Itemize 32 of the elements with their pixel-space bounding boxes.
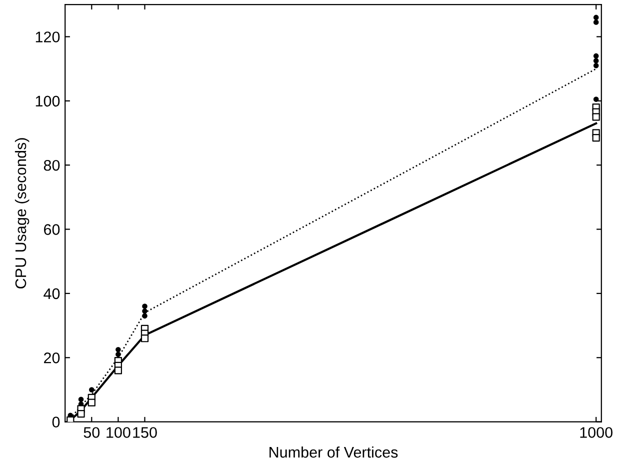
point: [88, 387, 94, 392]
y-tick-label: 80: [44, 160, 60, 171]
x-tick-label: 1000: [580, 427, 612, 438]
point: [593, 53, 599, 59]
point: [593, 62, 599, 68]
y-tick-label: 120: [36, 32, 60, 42]
point: [116, 352, 121, 358]
point: [593, 96, 599, 102]
point: [114, 366, 122, 374]
x-tick-label: 100: [106, 427, 130, 438]
point: [593, 58, 599, 64]
x-tick-label: 150: [133, 427, 157, 438]
point: [142, 304, 148, 309]
y-tick-label: 20: [44, 352, 60, 364]
point: [88, 398, 96, 406]
point: [142, 313, 148, 319]
y-tick-label: 0: [52, 416, 60, 428]
point: [142, 308, 148, 314]
point: [140, 334, 149, 342]
y-tick-label: 60: [44, 224, 60, 235]
y-tick-label: 100: [36, 96, 60, 107]
point: [592, 113, 600, 121]
point: [593, 20, 599, 25]
y-axis-title: CPU Usage (seconds): [14, 138, 30, 288]
x-tick-label: 50: [84, 427, 100, 438]
point: [116, 346, 121, 352]
point: [78, 396, 84, 402]
point: [592, 134, 600, 142]
y-tick-label: 40: [44, 288, 60, 300]
x-axis-title: Number of Vertices: [270, 446, 398, 458]
point: [77, 410, 85, 418]
point: [593, 14, 599, 20]
